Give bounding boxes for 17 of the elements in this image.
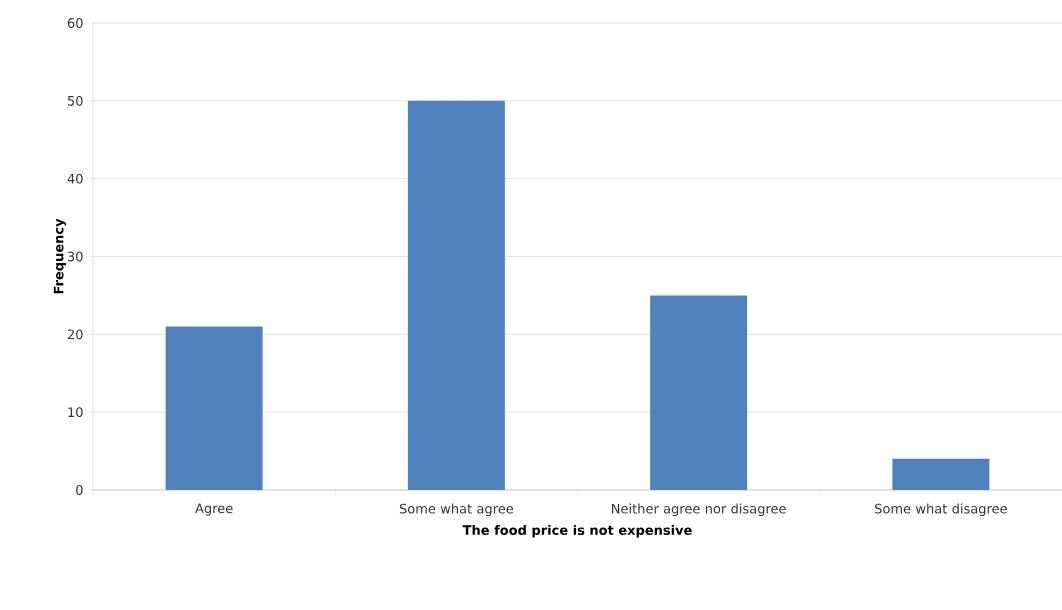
x-tick-label: Some what agree xyxy=(399,503,514,517)
y-tick-label: 60 xyxy=(67,18,83,28)
bar xyxy=(892,458,990,490)
y-tick-label: 10 xyxy=(68,407,83,418)
y-tick-label: 20 xyxy=(67,329,83,340)
x-tick-label: Some what disagree xyxy=(875,503,1007,517)
x-tick-label: Agree xyxy=(195,503,233,516)
y-tick-label: 30 xyxy=(67,251,83,262)
x-tick-label: Neither agree nor disagree xyxy=(612,503,786,517)
bar xyxy=(165,326,263,490)
bar xyxy=(407,100,505,490)
y-tick-label: 0 xyxy=(76,485,83,495)
x-axis-title: The food price is not expensive xyxy=(462,524,692,538)
y-tick-label: 50 xyxy=(67,95,83,106)
y-axis-title: Frequency xyxy=(53,218,67,294)
y-tick-label: 40 xyxy=(67,173,83,184)
bar xyxy=(650,295,748,490)
